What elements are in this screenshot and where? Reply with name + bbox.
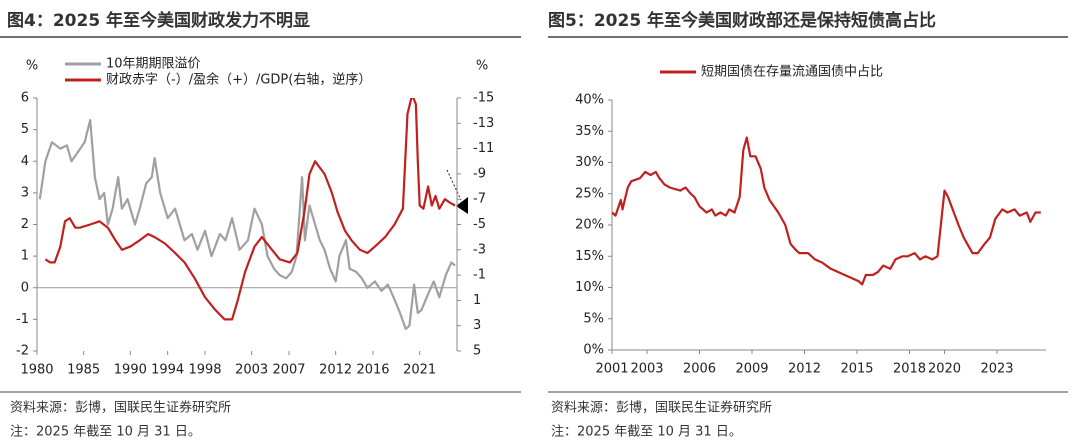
series-line bbox=[612, 136, 1041, 286]
y-tick-label: 5% bbox=[583, 311, 604, 326]
y2-tick-label: -1 bbox=[473, 268, 486, 283]
x-tick-label: 2020 bbox=[928, 362, 961, 377]
y2-tick-label: -11 bbox=[473, 141, 494, 156]
annotation-marker bbox=[456, 197, 468, 214]
source-note: 资料来源：彭博，国联民生证券研究所 bbox=[10, 400, 231, 416]
legend-label: 财政赤字（-）/盈余（+）/GDP(右轴，逆序） bbox=[106, 72, 371, 88]
x-tick-label: 2009 bbox=[735, 362, 768, 377]
y2-tick-label: -5 bbox=[473, 217, 486, 232]
legend-label: 短期国债在存量流通国债中占比 bbox=[701, 65, 883, 80]
y-tick-label: 35% bbox=[575, 124, 604, 139]
x-tick-label: 2023 bbox=[980, 362, 1013, 377]
y2-tick-label: 3 bbox=[473, 318, 481, 333]
y-tick-label: -1 bbox=[16, 312, 29, 327]
y-tick-label: 10% bbox=[575, 280, 604, 295]
x-tick-label: 2012 bbox=[319, 363, 352, 378]
y2-tick-label: -13 bbox=[473, 116, 494, 131]
x-tick-label: 2003 bbox=[235, 363, 268, 378]
y-tick-label: 0% bbox=[583, 343, 604, 358]
annotation-arrow bbox=[446, 169, 462, 201]
x-tick-label: 2018 bbox=[893, 362, 926, 377]
chart-title: 图5：2025 年至今美国财政部还是保持短债高占比 bbox=[548, 10, 936, 31]
y2-tick-label: -9 bbox=[473, 166, 486, 181]
x-tick-label: 2001 bbox=[595, 362, 628, 377]
y-tick-label: 40% bbox=[575, 93, 604, 108]
footnote: 注：2025 年截至 10 月 31 日。 bbox=[10, 425, 201, 440]
series-line bbox=[38, 119, 456, 330]
y-tick-label: 6 bbox=[21, 91, 29, 106]
y-tick-label: 3 bbox=[21, 185, 29, 200]
y-tick-label: 30% bbox=[575, 155, 604, 170]
x-tick-label: 2015 bbox=[840, 362, 873, 377]
y2-tick-label: -7 bbox=[473, 192, 486, 207]
x-tick-label: 1998 bbox=[188, 363, 221, 378]
x-tick-label: 2016 bbox=[356, 363, 389, 378]
source-note: 资料来源：彭博，国联民生证券研究所 bbox=[551, 400, 772, 416]
y-axis-label: % bbox=[26, 59, 38, 74]
y-tick-label: 25% bbox=[575, 186, 604, 201]
y-tick-label: 4 bbox=[21, 154, 29, 169]
y-tick-label: -2 bbox=[16, 344, 29, 359]
y-tick-label: 2 bbox=[21, 217, 29, 232]
y2-tick-label: -3 bbox=[473, 242, 486, 257]
y2-tick-label: -15 bbox=[473, 91, 494, 106]
x-tick-label: 1990 bbox=[114, 363, 147, 378]
y2-tick-label: 1 bbox=[473, 293, 481, 308]
y-tick-label: 1 bbox=[21, 249, 29, 264]
x-tick-label: 2007 bbox=[272, 363, 305, 378]
y2-tick-label: 5 bbox=[473, 344, 481, 359]
y2-axis-label: % bbox=[476, 59, 488, 74]
x-tick-label: 1994 bbox=[151, 363, 184, 378]
x-tick-label: 2003 bbox=[630, 362, 663, 377]
x-tick-label: 1985 bbox=[67, 363, 100, 378]
y-tick-label: 15% bbox=[575, 249, 604, 264]
y-tick-label: 20% bbox=[575, 218, 604, 233]
x-tick-label: 2012 bbox=[788, 362, 821, 377]
x-tick-label: 2021 bbox=[403, 363, 436, 378]
x-tick-label: 2006 bbox=[683, 362, 716, 377]
footnote: 注：2025 年截至 10 月 31 日。 bbox=[551, 425, 742, 440]
legend-label: 10年期期限溢价 bbox=[106, 57, 201, 72]
series-line bbox=[44, 98, 456, 321]
y-tick-label: 5 bbox=[21, 122, 29, 137]
x-tick-label: 1980 bbox=[20, 363, 53, 378]
y-tick-label: 0 bbox=[21, 280, 29, 295]
chart-title: 图4：2025 年至今美国财政发力不明显 bbox=[7, 10, 310, 31]
